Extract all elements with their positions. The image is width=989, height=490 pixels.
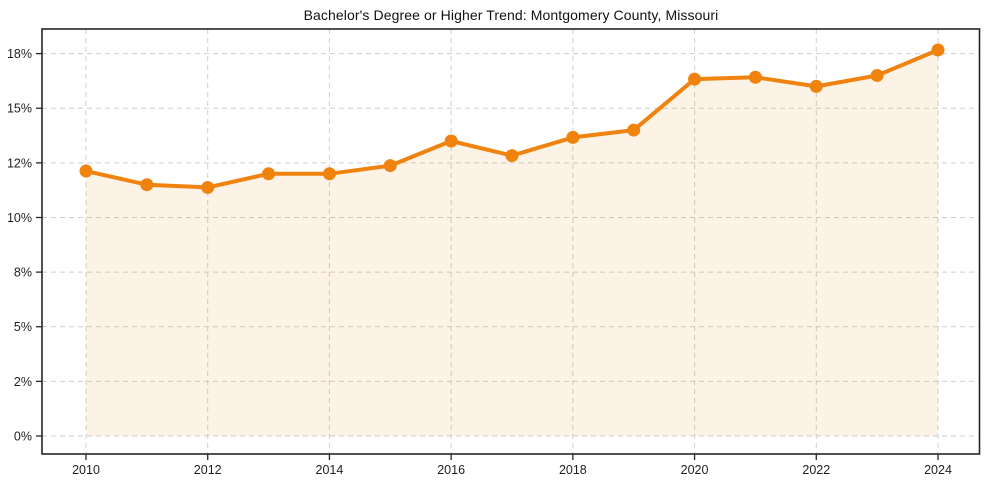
data-point-marker [79, 164, 93, 178]
plot-frame [41, 28, 981, 455]
data-point-marker [505, 149, 519, 163]
y-tick-label: 18% [7, 47, 32, 61]
x-tick-label: 2010 [72, 463, 100, 477]
data-point-marker [322, 167, 336, 181]
data-point-marker [262, 167, 276, 181]
area-fill [86, 50, 938, 436]
data-point-marker [627, 123, 641, 137]
x-tick-label: 2012 [194, 463, 222, 477]
y-tick-label: 10% [7, 211, 32, 225]
y-tick-label: 12% [7, 156, 32, 170]
data-point-marker [931, 43, 945, 57]
y-tick-label: 15% [7, 102, 32, 116]
data-point-marker [201, 180, 215, 194]
y-tick-label: 5% [14, 320, 32, 334]
x-tick-label: 2016 [437, 463, 465, 477]
data-point-marker [444, 134, 458, 148]
data-point-marker [566, 130, 580, 144]
data-point-marker [748, 70, 762, 84]
x-tick-label: 2018 [559, 463, 587, 477]
chart-title: Bachelor's Degree or Higher Trend: Montg… [303, 7, 719, 23]
data-point-marker [140, 178, 154, 192]
y-tick-label: 2% [14, 375, 32, 389]
x-tick-label: 2022 [802, 463, 830, 477]
data-point-marker [809, 79, 823, 93]
y-tick-label: 8% [14, 266, 32, 280]
data-point-marker [688, 72, 702, 86]
x-tick-label: 2024 [924, 463, 952, 477]
data-point-marker [870, 68, 884, 82]
data-point-marker [383, 159, 397, 173]
y-tick-label: 0% [14, 430, 32, 444]
x-tick-label: 2020 [681, 463, 709, 477]
x-tick-label: 2014 [316, 463, 344, 477]
